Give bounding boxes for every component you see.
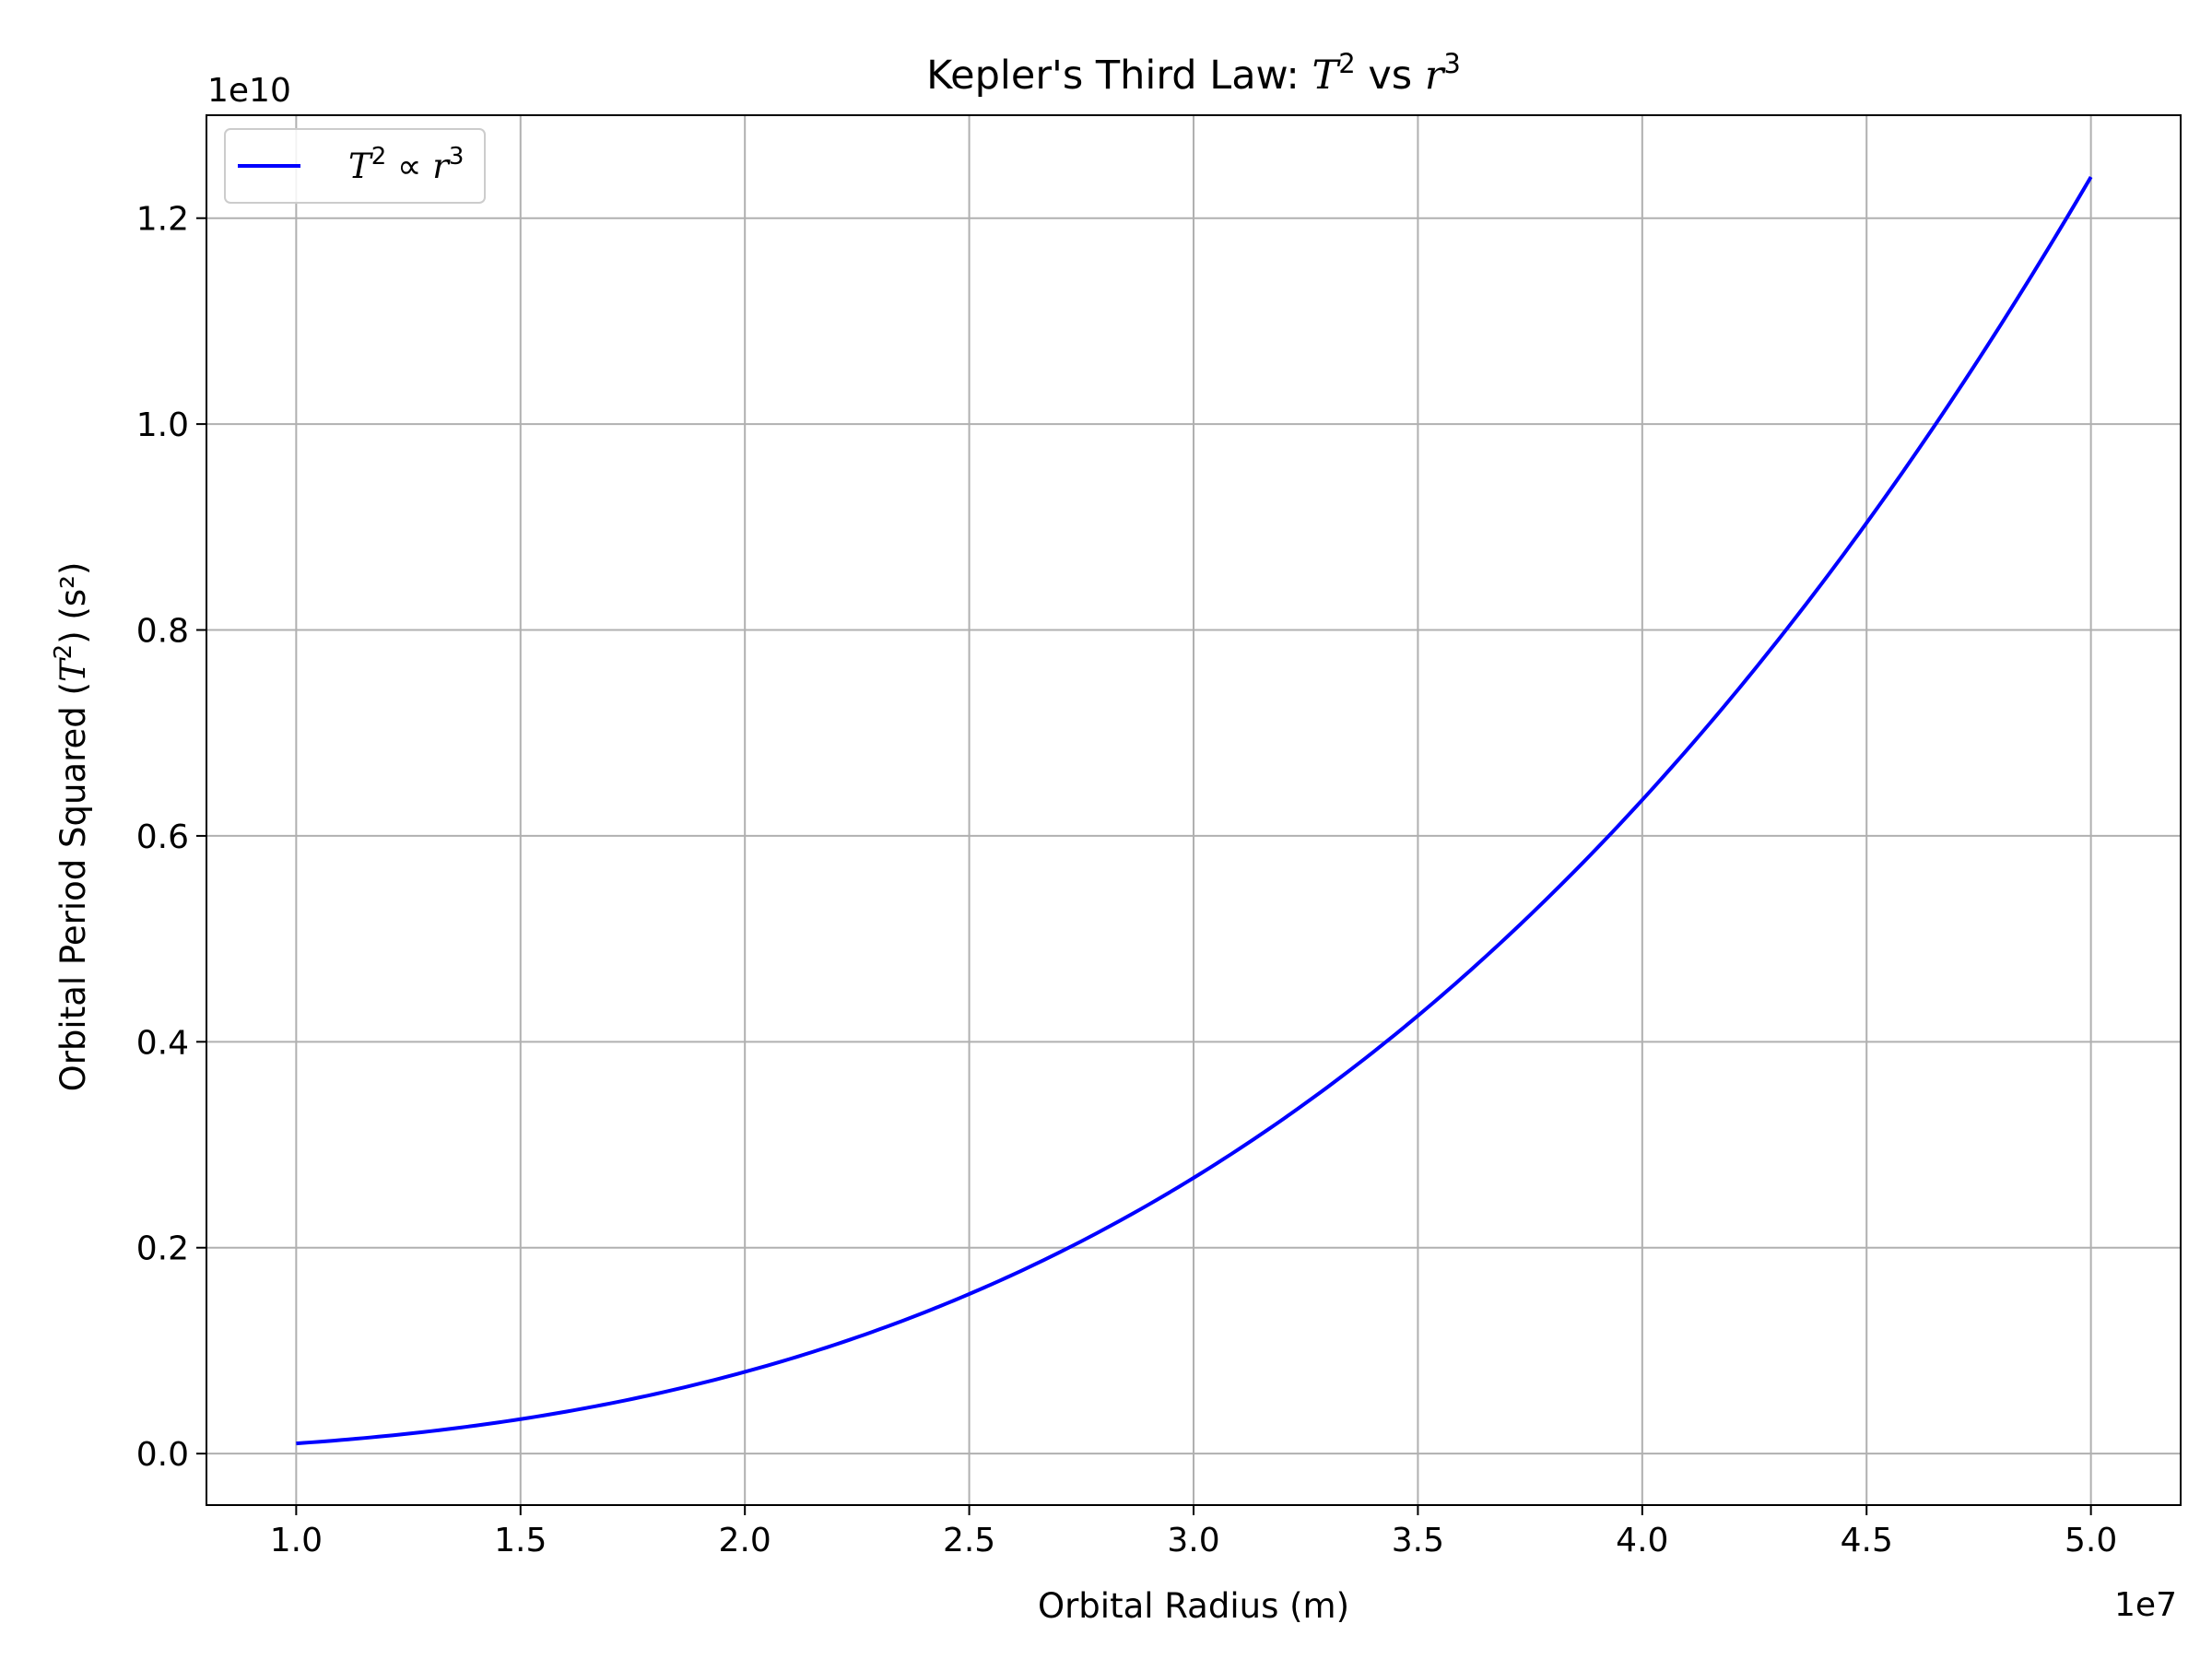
legend: T2 ∝ r3 [224, 128, 486, 204]
chart-title: Kepler's Third Law: T2 vs r3 [926, 48, 1461, 99]
x-tick-label: 4.5 [1841, 1522, 1893, 1559]
x-tick-label: 4.0 [1616, 1522, 1668, 1559]
y-tick-label: 1.0 [136, 406, 189, 444]
x-tick-label: 1.5 [494, 1522, 547, 1559]
y-tick-label: 0.8 [136, 613, 189, 651]
legend-box [224, 128, 486, 204]
series-layer [296, 176, 2093, 1446]
y-tick-label: 0.6 [136, 818, 189, 856]
y-axis-scale-label: 1e10 [207, 72, 291, 110]
series-line [296, 176, 2093, 1446]
y-tick-label: 0.2 [136, 1230, 189, 1268]
x-ticks: 1.0 1.5 2.0 2.5 3.0 3.5 4.0 4.5 5.0 [270, 1505, 2117, 1559]
legend-label: T2 ∝ r3 [348, 143, 464, 186]
y-tick-label: 0.0 [136, 1436, 189, 1474]
x-tick-label: 5.0 [2065, 1522, 2117, 1559]
x-tick-label: 1.0 [270, 1522, 323, 1559]
y-axis-label: Orbital Period Squared (T2) (s²) [50, 562, 93, 1092]
x-tick-label: 2.0 [719, 1522, 771, 1559]
y-ticks: 0.0 0.2 0.4 0.6 0.8 1.0 1.2 [136, 201, 206, 1474]
x-axis-label: Orbital Radius (m) [1038, 1586, 1349, 1626]
x-tick-label: 3.0 [1167, 1522, 1219, 1559]
y-tick-label: 1.2 [136, 201, 189, 239]
x-tick-label: 2.5 [943, 1522, 995, 1559]
x-axis-scale-label: 1e7 [2114, 1586, 2177, 1624]
y-tick-label: 0.4 [136, 1024, 189, 1062]
grid [206, 115, 2181, 1505]
x-tick-label: 3.5 [1392, 1522, 1444, 1559]
